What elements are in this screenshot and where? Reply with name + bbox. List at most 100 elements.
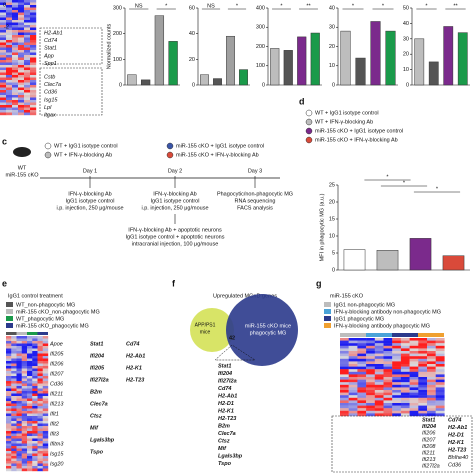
heatmap-cell	[32, 388, 38, 392]
heatmap-cell	[42, 456, 49, 459]
heatmap-cell	[400, 343, 410, 346]
heatmap-cell	[6, 448, 12, 452]
bar	[376, 250, 399, 271]
heatmap-cell	[6, 77, 13, 81]
heatmap-cell	[11, 388, 17, 392]
heatmap-cell	[24, 70, 31, 73]
heatmap-cell	[6, 75, 13, 78]
heatmap-cell	[348, 390, 358, 393]
heatmap-cell	[32, 366, 38, 369]
heatmap-cell	[16, 431, 22, 434]
heatmap-cell	[12, 37, 19, 41]
heatmap-cell	[11, 423, 17, 427]
heatmap-cell	[0, 102, 7, 106]
heatmap-cell	[357, 413, 367, 417]
heatmap-cell	[400, 351, 410, 354]
heatmap-cell	[6, 60, 13, 63]
heatmap-cell	[418, 348, 428, 352]
heatmap-cell	[24, 110, 31, 113]
heatmap-cell	[409, 361, 419, 365]
heatmap-cell	[16, 381, 22, 384]
heatmap-cell	[37, 438, 43, 442]
heatmap-cell	[24, 5, 31, 8]
heatmap-cell	[16, 343, 22, 347]
heatmap-cell	[374, 395, 384, 398]
heatmap-cell	[42, 368, 49, 372]
label: RNA sequencing	[235, 198, 276, 204]
heatmap-cell	[435, 387, 445, 391]
heatmap-cell	[0, 92, 7, 96]
heatmap-cell	[27, 351, 33, 354]
heatmap-cell	[42, 413, 49, 417]
heatmap-cell	[6, 95, 13, 98]
heatmap-cell	[400, 408, 410, 411]
heatmap-cell	[37, 458, 43, 462]
heatmap-cell	[24, 107, 31, 111]
heatmap-cell	[42, 386, 49, 389]
heatmap-cell	[21, 363, 28, 367]
heatmap-cell	[18, 100, 25, 103]
heatmap-cell	[21, 413, 28, 417]
label: Ifi211	[50, 391, 63, 397]
heatmap-cell	[6, 366, 12, 369]
label: Stat1	[218, 363, 231, 369]
heatmap-cell	[383, 353, 393, 357]
heatmap-cell	[11, 413, 17, 417]
heatmap-cell	[435, 351, 445, 354]
heatmap-cell	[0, 17, 7, 21]
heatmap-cell	[27, 336, 33, 339]
heatmap-cell	[18, 57, 25, 61]
heatmap-cell	[42, 391, 49, 394]
heatmap-cell	[42, 336, 49, 339]
heatmap-cell	[383, 397, 393, 401]
heatmap-cell	[21, 393, 28, 397]
heatmap-cell	[392, 413, 402, 417]
heatmap-cell	[11, 351, 17, 354]
heatmap-cell	[24, 20, 31, 23]
heatmap-cell	[383, 348, 393, 352]
heatmap-cell	[409, 358, 419, 362]
label: Cd74	[448, 417, 461, 423]
label: c	[2, 136, 7, 146]
heatmap-cell	[30, 30, 37, 33]
heatmap-cell	[32, 401, 38, 404]
heatmap-cell	[374, 369, 384, 372]
heatmap-cell	[42, 428, 49, 432]
heatmap-cell	[357, 361, 367, 365]
heatmap-cell	[0, 75, 7, 78]
heatmap-cell	[32, 336, 38, 339]
heatmap-cell	[366, 361, 375, 365]
heatmap-cell	[366, 374, 375, 378]
heatmap-cell	[418, 358, 428, 362]
heatmap-cell	[16, 396, 22, 399]
heatmap-cell	[32, 408, 38, 412]
heatmap-cell	[18, 20, 25, 23]
heatmap-cell	[418, 371, 428, 375]
heatmap-cell	[0, 60, 7, 63]
heatmap-cell	[0, 107, 7, 111]
heatmap-cell	[418, 345, 428, 349]
heatmap-cell	[32, 451, 38, 454]
heatmap-cell	[32, 383, 38, 387]
label: Ifi204	[218, 371, 232, 377]
heatmap-cell	[32, 378, 38, 382]
highlight-box	[39, 27, 103, 65]
heatmap-cell	[16, 353, 22, 357]
heatmap-cell	[357, 356, 367, 359]
heatmap-cell	[392, 408, 402, 411]
y-tick-label: 20	[403, 52, 409, 58]
heatmap-cell	[11, 358, 17, 362]
heatmap-cell	[6, 376, 12, 379]
heatmap-cell	[42, 388, 49, 392]
heatmap-cell	[409, 345, 419, 349]
heatmap-cell	[37, 416, 43, 419]
heatmap-cell	[32, 368, 38, 372]
heatmap-cell	[6, 80, 13, 83]
heatmap-cell	[37, 408, 43, 412]
heatmap-cell	[30, 32, 37, 36]
heatmap-cell	[11, 336, 17, 339]
heatmap-cell	[24, 12, 31, 16]
heatmap-cell	[24, 97, 31, 101]
heatmap-cell	[366, 353, 375, 357]
label: Ifit2	[50, 421, 59, 427]
